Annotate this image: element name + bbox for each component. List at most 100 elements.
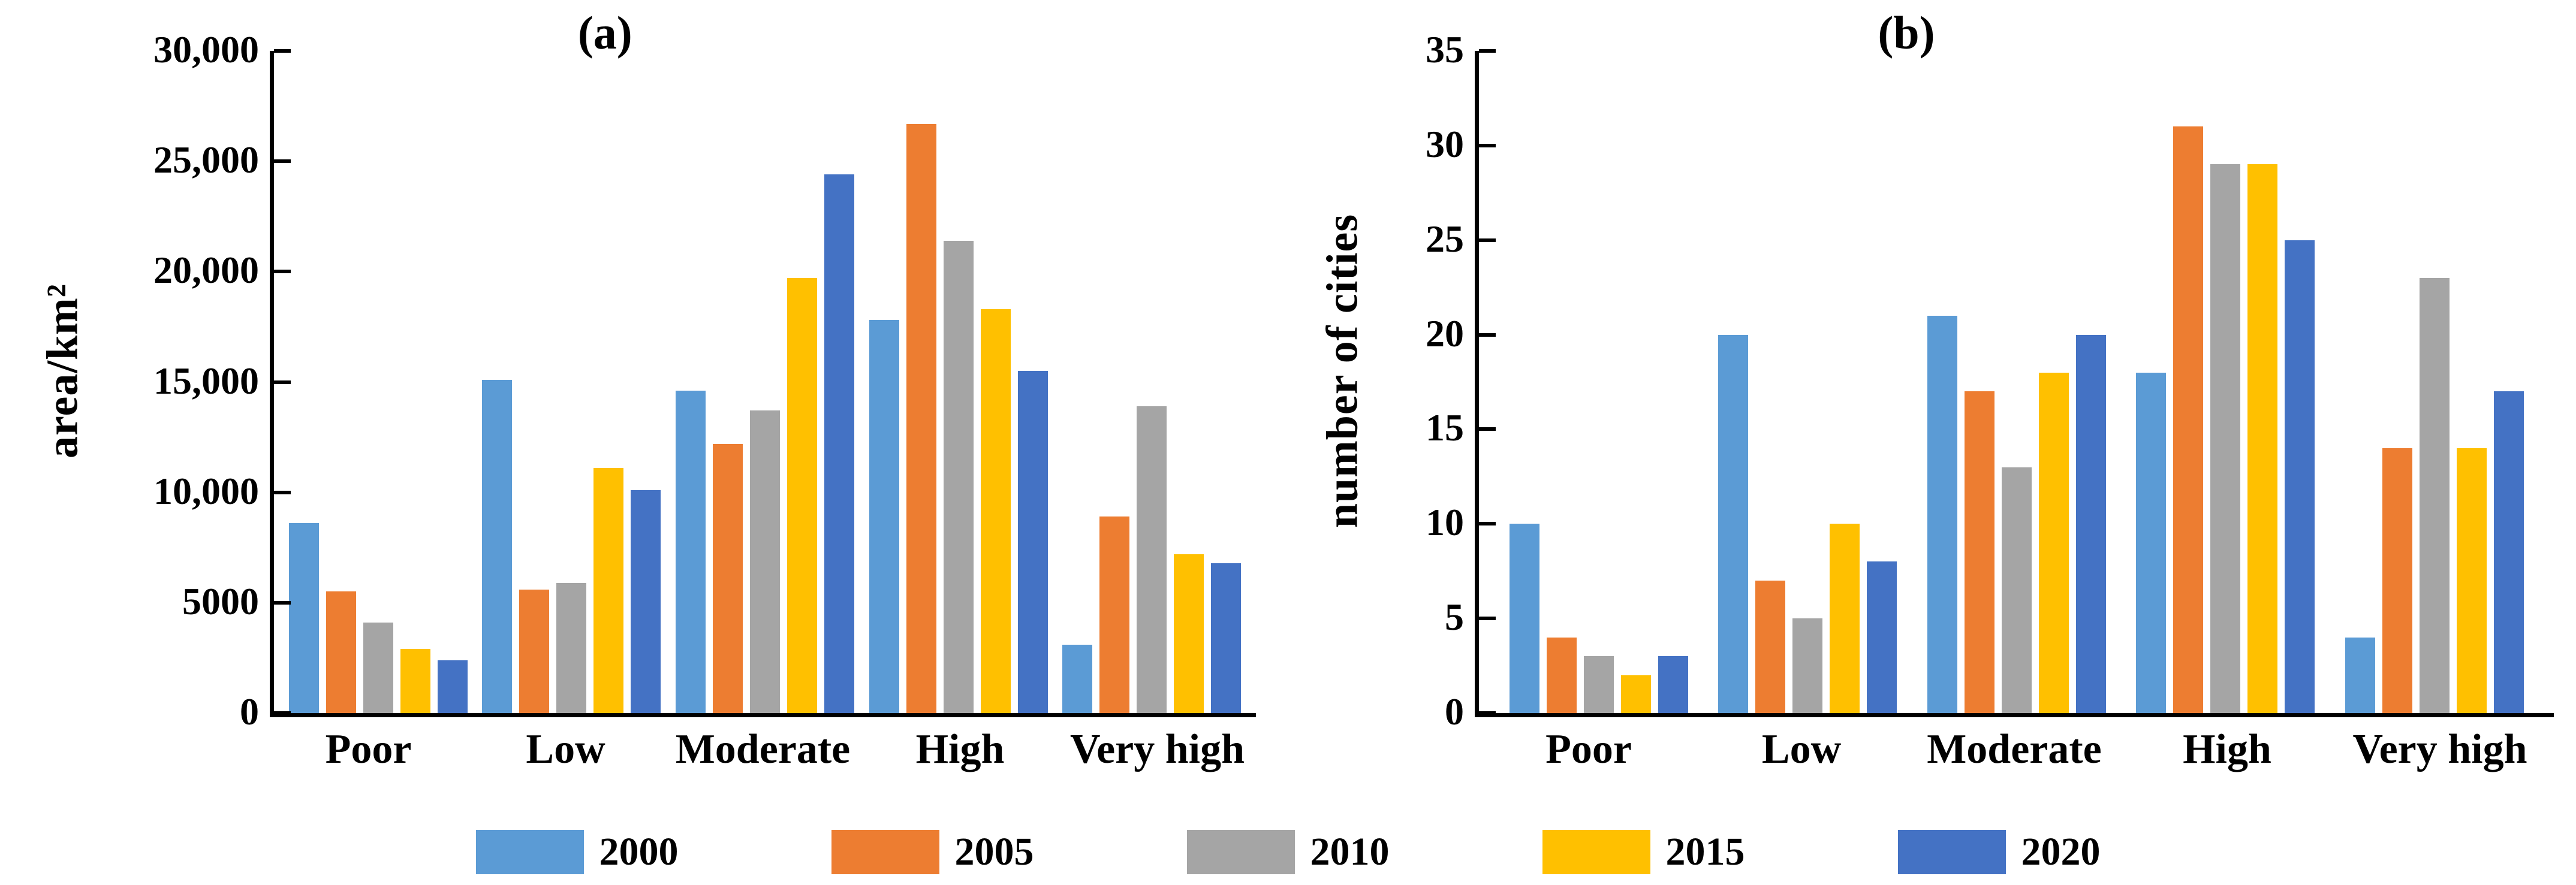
legend-swatch-2000	[475, 830, 584, 874]
legend-label-2020: 2020	[2021, 830, 2101, 874]
panel-a-chart: area/km² 0 5000 10,000 15,000 20,000 25,000 30…	[9, 0, 1256, 774]
bar-2000-moderate	[1927, 316, 1957, 713]
bar-2020-high	[2285, 240, 2315, 713]
bar-2000-moderate	[675, 391, 706, 713]
bar-2015-high	[2247, 164, 2277, 713]
panel-a-bar-groups	[274, 51, 1256, 713]
bar-2010-very-high	[1137, 406, 1167, 713]
x-axis-label-high: High	[915, 726, 1005, 772]
y-tick-label-25: 25	[1426, 217, 1464, 260]
panel-b-chart: number of cities 0 5 10 15 20 25 30 35 (b) Poor…	[1289, 0, 2554, 774]
y-tick-label-20: 20	[1426, 312, 1464, 355]
bar-2020-poor	[1658, 656, 1688, 713]
panel-a-y-axis-label-area: area/km²	[9, 0, 117, 713]
y-tick-mark-0	[274, 711, 291, 715]
x-axis-label-very-high: Very high	[2352, 726, 2527, 772]
y-tick-mark-10	[1479, 522, 1496, 526]
x-axis-label-very-high: Very high	[1069, 726, 1245, 772]
legend-swatch-2015	[1542, 830, 1650, 874]
y-tick-label-15: 15	[1426, 406, 1464, 449]
panel-b-plot-area	[1475, 49, 2554, 717]
y-tick-mark-35	[1479, 49, 1496, 53]
y-tick-mark-30	[1479, 143, 1496, 147]
bar-2020-low	[1867, 561, 1897, 713]
bar-2005-moderate	[1964, 391, 1994, 713]
bar-2015-low	[593, 468, 624, 713]
bar-2010-poor	[1583, 656, 1614, 713]
bar-2010-low	[556, 582, 587, 713]
bar-2005-high	[906, 123, 936, 713]
bar-2010-low	[1792, 618, 1822, 713]
bar-2005-poor	[1546, 637, 1577, 713]
bar-2000-very-high	[1062, 644, 1093, 713]
bar-group-low	[1718, 51, 1897, 713]
legend: 2000 2005 2010 2015 2020	[0, 830, 2576, 874]
bar-2010-moderate	[749, 410, 780, 713]
x-axis-label-moderate: Moderate	[1927, 726, 2102, 772]
panel-b-x-axis-labels: Poor Low Moderate High Very high	[1475, 726, 2554, 774]
bar-2000-very-high	[2345, 637, 2375, 713]
y-tick-mark-30000	[274, 49, 291, 53]
y-tick-mark-25000	[274, 159, 291, 164]
y-tick-mark-5	[1479, 617, 1496, 621]
y-tick-label-10: 10	[1426, 501, 1464, 544]
y-tick-mark-15	[1479, 427, 1496, 431]
bar-group-very-high	[2345, 51, 2524, 713]
bar-2000-poor	[1509, 524, 1539, 713]
panel-a-title: (a)	[577, 7, 632, 59]
bar-2000-high	[2136, 372, 2166, 713]
panel-a-plot-area	[270, 49, 1256, 717]
y-tick-label-15000: 15,000	[153, 359, 259, 402]
bar-2000-poor	[288, 523, 319, 713]
x-axis-label-high: High	[2183, 726, 2271, 772]
bar-2015-very-high	[1174, 554, 1204, 713]
bar-2015-very-high	[2456, 448, 2487, 713]
bar-2020-high	[1017, 371, 1048, 713]
y-tick-label-30000: 30,000	[153, 28, 259, 71]
bar-2020-low	[631, 490, 661, 713]
bar-2015-poor	[1620, 675, 1651, 713]
legend-label-2010: 2010	[1310, 830, 1390, 874]
bar-2000-low	[482, 379, 513, 713]
legend-item-2005: 2005	[831, 830, 1034, 874]
x-axis-label-poor: Poor	[1545, 726, 1632, 772]
y-tick-label-35: 35	[1426, 28, 1464, 71]
bar-group-high	[869, 51, 1048, 713]
bar-2010-very-high	[2419, 277, 2450, 713]
y-tick-mark-15000	[274, 380, 291, 384]
legend-item-2010: 2010	[1186, 830, 1390, 874]
bar-2015-poor	[400, 649, 430, 713]
legend-label-2015: 2015	[1665, 830, 1745, 874]
legend-label-2000: 2000	[599, 830, 679, 874]
bar-2015-low	[1830, 524, 1860, 713]
bar-2020-very-high	[2493, 391, 2524, 713]
y-tick-mark-10000	[274, 490, 291, 494]
bar-2005-poor	[326, 591, 356, 713]
bar-2015-moderate	[2038, 372, 2069, 713]
x-axis-label-moderate: Moderate	[675, 726, 851, 772]
panel-b-y-axis-label: number of cities	[1318, 213, 1367, 528]
bar-2010-high	[2210, 164, 2240, 713]
legend-swatch-2010	[1186, 830, 1295, 874]
bar-2005-low	[1755, 581, 1785, 713]
bar-group-moderate	[1927, 51, 2106, 713]
bar-2015-moderate	[787, 278, 817, 713]
legend-item-2020: 2020	[1897, 830, 2101, 874]
panel-b-y-tick-labels: 0 5 10 15 20 25 30 35	[1397, 31, 1475, 731]
x-axis-label-low: Low	[1761, 726, 1842, 772]
y-tick-mark-20	[1479, 333, 1496, 337]
bar-2020-poor	[437, 660, 468, 713]
bar-2005-low	[519, 589, 550, 713]
panel-a-plot-column: (a) Poor Low Moderate High Very high	[270, 0, 1256, 774]
bar-2010-poor	[363, 622, 393, 713]
y-tick-label-5000: 5000	[182, 579, 259, 623]
y-tick-label-5: 5	[1445, 596, 1464, 639]
legend-item-2000: 2000	[475, 830, 679, 874]
bar-group-high	[2136, 51, 2315, 713]
bar-2000-high	[869, 320, 899, 713]
y-tick-mark-5000	[274, 600, 291, 605]
panel-b-bar-groups	[1479, 51, 2554, 713]
bar-2020-moderate	[2075, 334, 2106, 713]
legend-swatch-2005	[831, 830, 939, 874]
